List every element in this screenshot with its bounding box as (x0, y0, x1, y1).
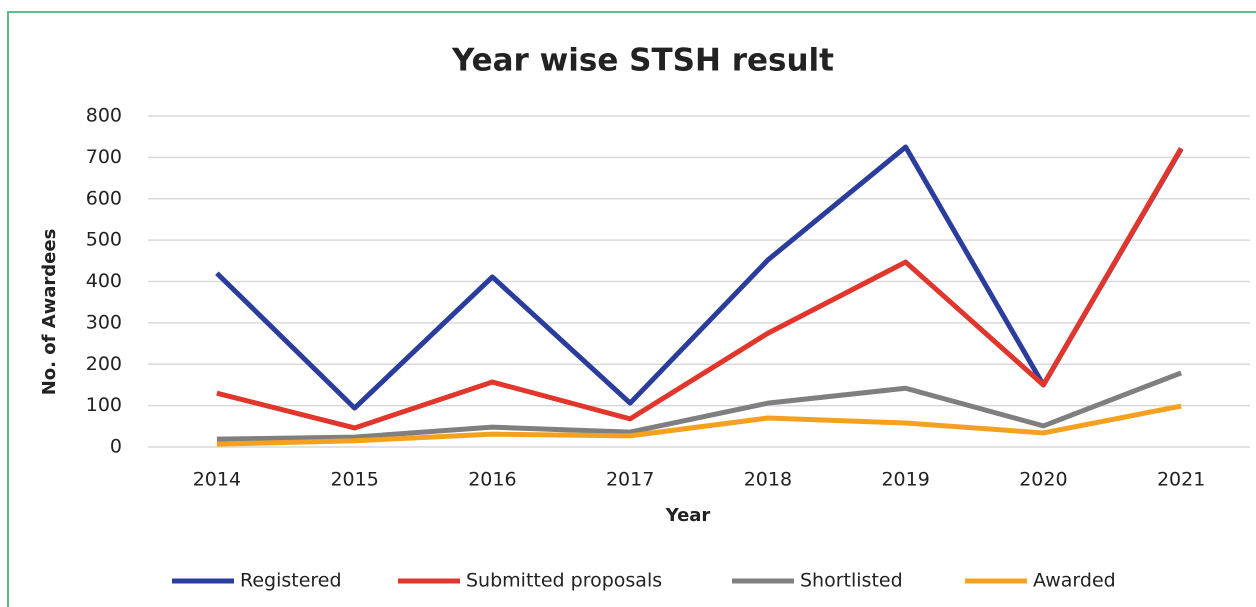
series-line (216, 147, 1184, 431)
series-line (216, 403, 1182, 447)
y-tick-label: 0 (110, 436, 122, 458)
x-tick-label: 2019 (881, 469, 929, 491)
x-tick-label: 2020 (1019, 469, 1067, 491)
x-tick-label: 2021 (1157, 469, 1205, 491)
legend-label: Awarded (1033, 570, 1116, 592)
legend-label: Shortlisted (800, 570, 903, 592)
x-tick-label: 2018 (744, 469, 792, 491)
frame (7, 11, 1256, 607)
y-tick-label: 200 (86, 353, 122, 375)
series-line (215, 144, 1184, 411)
x-tick-label: 2017 (606, 469, 654, 491)
legend-label: Registered (240, 570, 342, 592)
y-tick-label: 300 (86, 311, 122, 333)
y-tick-label: 100 (86, 394, 122, 416)
legend-label: Submitted proposals (466, 570, 662, 592)
y-tick-label: 600 (86, 187, 122, 209)
y-axis-title: No. of Awardees (39, 229, 60, 396)
y-tick-label: 800 (86, 105, 122, 127)
y-tick-label: 500 (86, 229, 122, 251)
x-tick-label: 2016 (468, 469, 516, 491)
x-axis-title: Year (665, 505, 711, 526)
chart-title: Year wise STSH result (451, 43, 834, 79)
x-tick-label: 2015 (330, 469, 378, 491)
x-tick-label: 2014 (193, 469, 241, 491)
y-tick-label: 700 (86, 146, 122, 168)
y-tick-label: 400 (86, 270, 122, 292)
series-line (216, 370, 1183, 442)
